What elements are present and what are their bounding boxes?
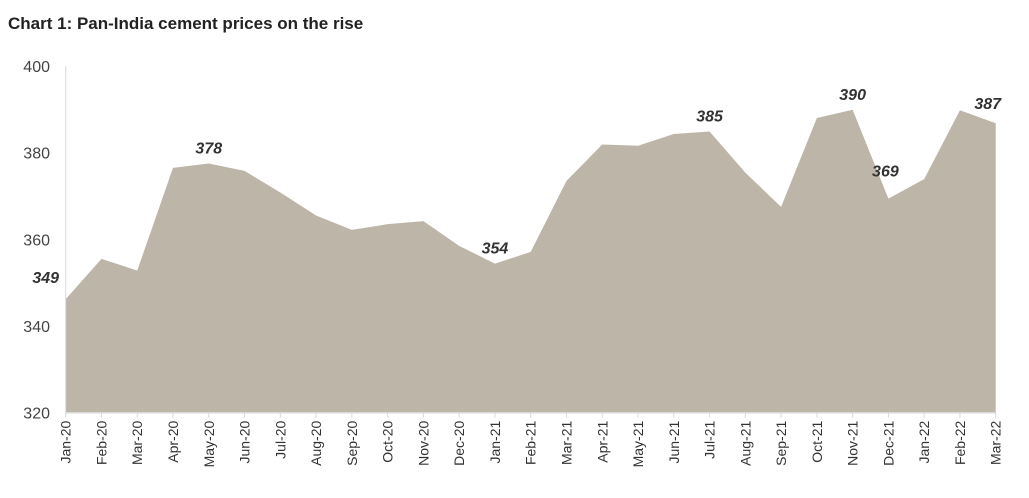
data-label: 354 <box>482 241 509 258</box>
x-tick-label: Nov-21 <box>845 420 861 465</box>
x-tick-label: Feb-20 <box>93 420 109 465</box>
y-tick-label: 400 <box>23 59 50 76</box>
x-tick-label: Oct-21 <box>809 420 825 462</box>
y-tick-label: 340 <box>23 319 50 336</box>
data-label: 385 <box>696 108 724 125</box>
area-series <box>65 109 996 413</box>
x-tick-label: Feb-21 <box>523 420 539 465</box>
x-tick-label: May-21 <box>630 420 646 467</box>
y-tick-label: 380 <box>23 146 50 163</box>
x-tick-label: Jan-22 <box>916 420 932 463</box>
x-tick-label: Jul-20 <box>272 420 288 458</box>
x-tick-label: Apr-20 <box>165 420 181 462</box>
x-tick-label: Mar-20 <box>129 421 145 466</box>
x-tick-label: Jul-21 <box>702 420 718 458</box>
x-tick-label: Jan-21 <box>487 420 503 463</box>
x-tick-label: Nov-20 <box>415 420 431 465</box>
x-tick-label: Dec-21 <box>880 420 896 465</box>
x-tick-label: May-20 <box>201 420 217 467</box>
x-tick-label: Mar-21 <box>558 421 574 466</box>
data-label: 390 <box>839 87 866 104</box>
data-label: 387 <box>974 96 1002 113</box>
y-tick-label: 320 <box>23 406 50 423</box>
x-tick-label: Apr-21 <box>594 420 610 462</box>
x-tick-label: Feb-22 <box>952 420 968 465</box>
x-tick-label: Oct-20 <box>380 420 396 462</box>
x-tick-label: Sep-21 <box>773 420 789 465</box>
data-label: 349 <box>32 270 59 287</box>
x-tick-label: Dec-20 <box>451 420 467 465</box>
x-tick-label: Aug-21 <box>737 420 753 465</box>
x-tick-label: Jan-20 <box>58 420 74 463</box>
x-tick-label: Jun-21 <box>666 420 682 463</box>
y-tick-label: 360 <box>23 232 50 249</box>
data-label: 378 <box>195 141 222 158</box>
chart-title: Chart 1: Pan-India cement prices on the … <box>8 14 364 33</box>
data-label: 369 <box>872 164 899 181</box>
x-tick-label: Mar-22 <box>988 421 1004 466</box>
x-tick-label: Aug-20 <box>308 420 324 465</box>
x-tick-label: Sep-20 <box>344 420 360 465</box>
x-tick-label: Jun-20 <box>237 420 253 463</box>
